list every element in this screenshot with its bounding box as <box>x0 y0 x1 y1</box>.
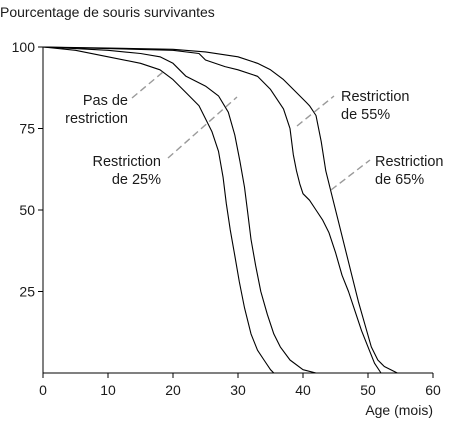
curve-no-restriction <box>42 46 275 374</box>
x-tick-label: 40 <box>295 382 311 398</box>
leader-line-1 <box>131 71 164 99</box>
y-tick-label: 75 <box>19 121 35 137</box>
annotations: Pas de restriction Restriction de 25% Restri… <box>65 89 443 188</box>
curve-restriction-25 <box>42 46 317 374</box>
y-tick-label: 50 <box>19 202 35 218</box>
annotation-restriction-65: Restriction de 65% <box>375 154 444 188</box>
annotation-restriction-55: Restriction de 55% <box>341 89 410 123</box>
annotation-no-restriction: Pas de restriction <box>65 93 128 127</box>
y-tick-label: 25 <box>19 284 35 300</box>
leader-line-2 <box>167 96 238 159</box>
x-tick-label: 10 <box>100 382 116 398</box>
annotation-restriction-25: Restriction de 25% <box>93 154 162 188</box>
x-tick-label: 0 <box>39 382 47 398</box>
tick-labels: 0 10 20 30 40 50 60 100 75 50 25 <box>12 39 441 398</box>
x-tick-label: 60 <box>425 382 441 398</box>
curve-restriction-55 <box>42 46 382 374</box>
y-tick-label: 100 <box>12 39 36 55</box>
x-axis-label: Age (mois) <box>365 402 433 418</box>
leader-line-4 <box>330 159 371 191</box>
x-tick-label: 30 <box>230 382 246 398</box>
x-tick-label: 20 <box>165 382 181 398</box>
leader-line-3 <box>296 95 335 127</box>
survival-curves <box>42 46 398 374</box>
axes <box>38 46 434 378</box>
x-tick-label: 50 <box>360 382 376 398</box>
annotation-leaders <box>131 71 371 191</box>
chart-title: Pourcentage de souris survivantes <box>0 4 215 20</box>
curve-restriction-65 <box>42 46 398 374</box>
